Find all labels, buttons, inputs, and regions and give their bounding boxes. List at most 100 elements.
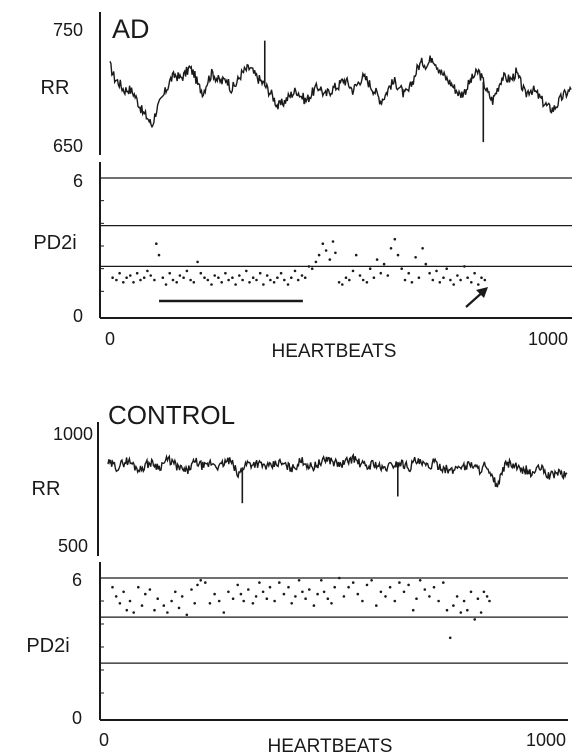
pd2i-point-44 — [262, 283, 265, 286]
pd2i-point-14 — [166, 611, 169, 614]
pd2i-point-89 — [469, 590, 473, 594]
pd2i-point-53 — [293, 269, 297, 273]
pd2i-point-9 — [142, 276, 146, 280]
ad-rr-ytick-max: 750 — [53, 20, 83, 40]
pd2i-point-47 — [272, 281, 276, 284]
ad-rr-spikes — [263, 40, 485, 143]
pd2i-point-70 — [351, 269, 355, 273]
pd2i-point-4 — [125, 608, 129, 612]
pd2i-point-69 — [348, 278, 351, 282]
pd2i-point-12 — [156, 597, 159, 600]
pd2i-point-81 — [442, 581, 445, 584]
pd2i-point-62 — [324, 249, 328, 252]
pd2i-point-41 — [273, 599, 276, 603]
pd2i-point-73 — [361, 278, 365, 282]
pd2i-point-67 — [341, 283, 344, 286]
pd2i-point-70 — [393, 599, 397, 603]
ad-pd2i-panel: 6 0 PD2i 0 1000 HEARTBEATS — [33, 162, 572, 362]
pd2i-point-77 — [375, 258, 379, 261]
pd2i-point-65 — [370, 579, 373, 582]
pd2i-point-79 — [432, 585, 436, 589]
pd2i-point-5 — [128, 599, 132, 603]
pd2i-point-71 — [354, 253, 358, 257]
pd2i-point-4 — [125, 276, 128, 280]
pd2i-point-58 — [310, 267, 314, 271]
pd2i-point-106 — [477, 283, 480, 286]
ad-pd2i-ytick-min: 0 — [73, 306, 83, 326]
pd2i-point-45 — [265, 274, 269, 277]
control-xlabel: HEARTBEATS — [268, 736, 393, 755]
pd2i-point-100 — [456, 274, 459, 277]
pd2i-point-0 — [111, 585, 114, 589]
pd2i-point-17 — [177, 606, 181, 610]
control-pd2i-minor-ticks — [100, 600, 104, 694]
pd2i-point-48 — [276, 276, 279, 280]
pd2i-point-19 — [185, 613, 189, 617]
pd2i-point-77 — [423, 588, 427, 591]
pd2i-point-52 — [316, 592, 319, 596]
pd2i-point-1 — [114, 595, 118, 598]
pd2i-point-84 — [400, 267, 404, 271]
pd2i-point-75 — [415, 597, 418, 600]
pd2i-point-60 — [347, 585, 350, 589]
ad-pd2i-ytick-max: 6 — [73, 171, 83, 191]
pd2i-point-18 — [180, 595, 184, 598]
pd2i-point-88 — [414, 255, 417, 259]
pd2i-point-91 — [476, 597, 480, 600]
control-xtick-min: 0 — [99, 730, 109, 750]
pd2i-point-34 — [247, 588, 250, 591]
pd2i-point-82 — [445, 608, 449, 612]
pd2i-point-51 — [286, 283, 290, 286]
pd2i-point-41 — [251, 276, 255, 280]
pd2i-point-50 — [283, 278, 286, 282]
pd2i-point-66 — [375, 604, 378, 607]
pd2i-point-49 — [304, 597, 307, 600]
control-pd2i-ytick-max: 6 — [72, 570, 82, 590]
pd2i-point-90 — [421, 247, 424, 250]
ad-rr-panel: AD 750 650 RR — [41, 12, 572, 156]
pd2i-point-33 — [224, 271, 227, 275]
pd2i-point-1 — [115, 278, 118, 282]
pd2i-point-53 — [320, 579, 323, 582]
ad-pd2i-points — [111, 237, 487, 286]
pd2i-point-60 — [317, 253, 321, 257]
pd2i-point-37 — [258, 581, 261, 584]
pd2i-point-104 — [470, 281, 473, 284]
pd2i-point-43 — [282, 592, 286, 596]
control-xtick-max: 1000 — [526, 730, 566, 750]
pd2i-point-86 — [407, 271, 411, 275]
pd2i-point-67 — [379, 590, 383, 594]
pd2i-point-42 — [278, 581, 281, 584]
pd2i-point-46 — [294, 595, 297, 598]
pd2i-point-34 — [227, 278, 230, 282]
pd2i-point-83 — [396, 253, 400, 257]
pd2i-point-22 — [196, 583, 199, 587]
pd2i-point-107 — [480, 276, 483, 280]
pd2i-point-28 — [206, 278, 210, 282]
ad-rr-ylabel: RR — [41, 77, 70, 99]
pd2i-point-8 — [139, 278, 142, 282]
pd2i-point-85 — [403, 278, 407, 282]
pd2i-point-71 — [398, 581, 401, 584]
control-pd2i-panel: 6 0 PD2i 0 1000 HEARTBEATS — [26, 562, 568, 755]
pd2i-point-78 — [428, 595, 431, 598]
pd2i-point-22 — [185, 269, 189, 273]
pd2i-point-108 — [483, 278, 487, 282]
pd2i-point-19 — [175, 281, 178, 284]
pd2i-point-36 — [254, 595, 258, 598]
pd2i-point-87 — [410, 281, 414, 284]
ad-xtick-max: 1000 — [528, 329, 568, 349]
pd2i-point-38 — [261, 590, 265, 594]
pd2i-point-13 — [155, 242, 158, 245]
pd2i-point-48 — [301, 590, 304, 594]
ad-xtick-min: 0 — [105, 329, 115, 349]
pd2i-point-94 — [485, 595, 489, 598]
control-rr-ytick-min: 500 — [58, 536, 88, 556]
pd2i-point-39 — [245, 269, 248, 273]
pd2i-point-74 — [365, 281, 369, 284]
pd2i-point-31 — [217, 276, 220, 280]
pd2i-point-72 — [402, 590, 406, 594]
pd2i-point-9 — [144, 592, 147, 596]
pd2i-point-8 — [140, 604, 144, 607]
pd2i-point-95 — [438, 281, 442, 284]
